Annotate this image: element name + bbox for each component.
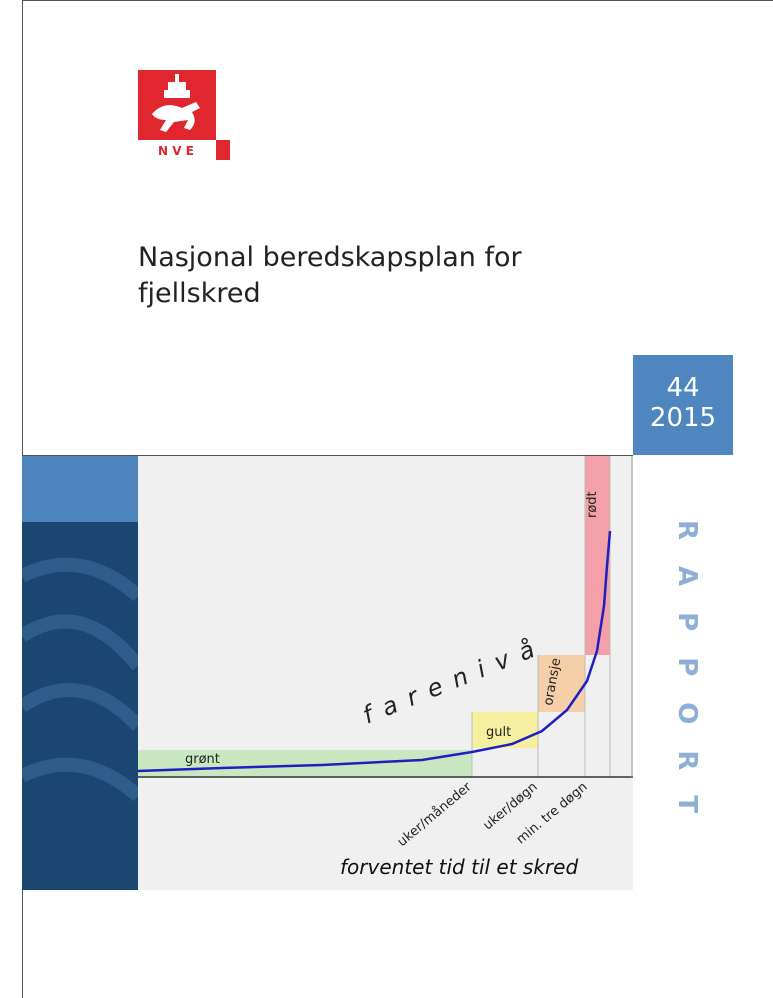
- logo-text: N V E: [158, 144, 194, 158]
- report-year: 2015: [633, 403, 733, 433]
- level-label: grønt: [185, 752, 220, 767]
- title-line: fjellskred: [138, 276, 522, 312]
- nve-logo: N V E: [138, 70, 230, 162]
- figure-caption: forventet tid til et skred: [340, 855, 578, 879]
- top-border: [22, 0, 773, 1]
- report-number: 44: [633, 373, 733, 403]
- cover-figure: 2 1 1 5 0 farenivå grønt gult oransje rø…: [22, 456, 633, 890]
- report-cover: N V E Nasjonal beredskapsplan for fjells…: [0, 0, 773, 998]
- title-line: Nasjonal beredskapsplan for: [138, 240, 522, 276]
- report-number-box: 44 2015: [633, 355, 733, 455]
- report-label: RAPPORT: [672, 520, 702, 839]
- level-label: gult: [486, 725, 511, 740]
- level-label: rødt: [585, 491, 600, 518]
